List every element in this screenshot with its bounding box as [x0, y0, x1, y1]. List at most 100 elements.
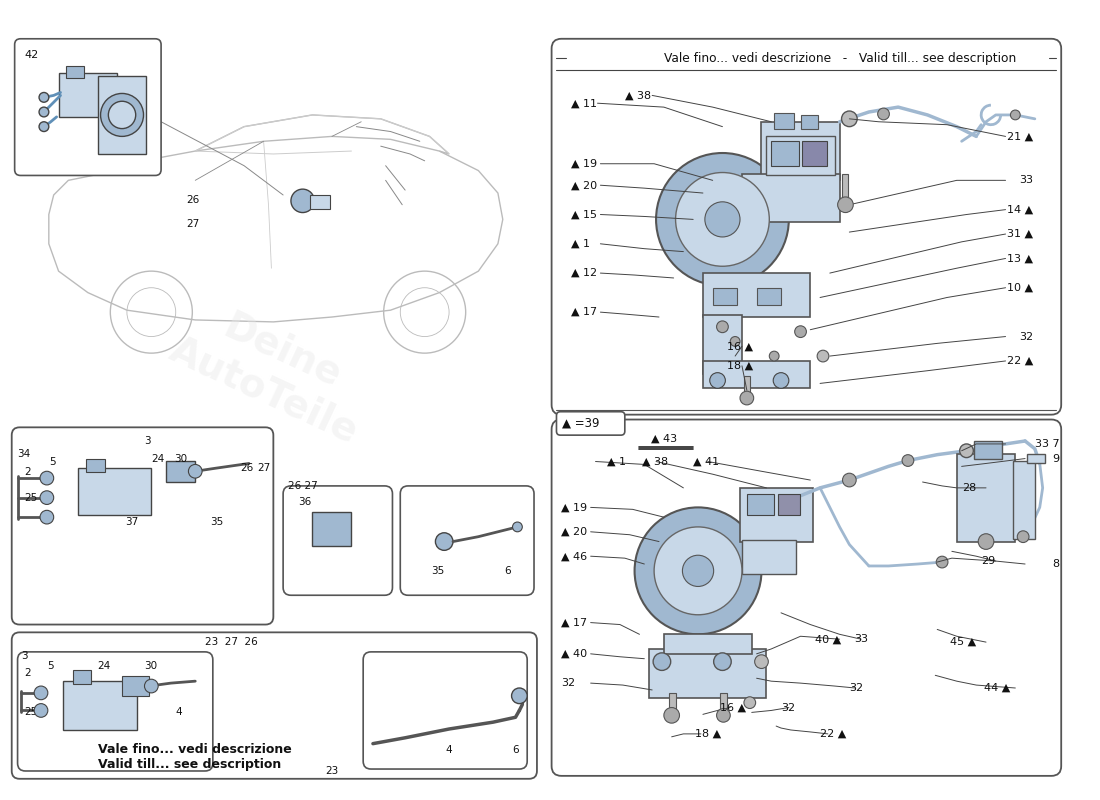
Circle shape — [109, 102, 135, 129]
Text: 27: 27 — [257, 463, 271, 474]
FancyBboxPatch shape — [400, 486, 534, 595]
Circle shape — [755, 655, 768, 669]
FancyBboxPatch shape — [12, 632, 537, 778]
Bar — [803, 142, 827, 166]
Bar — [771, 142, 799, 166]
Text: ▲ 19: ▲ 19 — [561, 502, 587, 512]
Text: ▲ 15: ▲ 15 — [571, 210, 597, 219]
Circle shape — [635, 507, 761, 634]
Text: 32: 32 — [781, 702, 795, 713]
Text: 18 ▲: 18 ▲ — [727, 361, 754, 371]
Text: 16 ▲: 16 ▲ — [727, 342, 754, 351]
Text: 36: 36 — [298, 497, 311, 506]
Circle shape — [842, 111, 857, 126]
Text: 4: 4 — [176, 707, 183, 718]
Text: ▲ 46: ▲ 46 — [561, 551, 587, 562]
Text: 22 ▲: 22 ▲ — [821, 729, 846, 739]
Bar — [747, 494, 774, 515]
Text: 2: 2 — [24, 467, 31, 478]
Circle shape — [837, 197, 854, 213]
Text: 27: 27 — [187, 219, 200, 230]
FancyBboxPatch shape — [14, 38, 161, 175]
Text: 24: 24 — [98, 661, 111, 670]
Bar — [744, 375, 750, 397]
Text: ▲ 20: ▲ 20 — [561, 526, 587, 537]
Circle shape — [34, 704, 47, 718]
Bar — [757, 288, 781, 306]
Text: 24: 24 — [152, 454, 165, 463]
Circle shape — [902, 454, 914, 466]
Text: ▲ 17: ▲ 17 — [561, 618, 587, 627]
Bar — [66, 66, 84, 78]
Bar — [664, 634, 751, 654]
Text: 28: 28 — [962, 483, 977, 493]
Text: 13 ▲: 13 ▲ — [1006, 254, 1033, 263]
Text: 34: 34 — [18, 449, 31, 458]
Bar — [58, 73, 118, 117]
Bar — [713, 288, 737, 306]
Bar — [649, 649, 767, 698]
FancyBboxPatch shape — [551, 38, 1062, 414]
Text: 23: 23 — [326, 766, 339, 776]
Text: ▲ 43: ▲ 43 — [651, 434, 676, 444]
Text: 33: 33 — [1019, 175, 1033, 186]
Text: Deine
AutoTeile: Deine AutoTeile — [164, 290, 383, 451]
Circle shape — [714, 653, 732, 670]
Circle shape — [682, 555, 714, 586]
Text: 16 ▲: 16 ▲ — [720, 702, 747, 713]
Text: 35: 35 — [210, 517, 223, 527]
FancyBboxPatch shape — [283, 486, 393, 595]
Text: 26: 26 — [241, 463, 254, 474]
Bar — [74, 670, 91, 684]
Circle shape — [794, 326, 806, 338]
Circle shape — [705, 202, 740, 237]
Text: 32: 32 — [1019, 331, 1033, 342]
Bar — [778, 494, 800, 515]
Text: ▲ 12: ▲ 12 — [571, 268, 597, 278]
Text: Valid till... see description: Valid till... see description — [98, 758, 280, 770]
Bar — [312, 512, 352, 546]
Bar — [761, 122, 839, 180]
Text: 18 ▲: 18 ▲ — [695, 729, 722, 739]
Circle shape — [188, 465, 202, 478]
Circle shape — [436, 533, 453, 550]
Text: 32: 32 — [561, 678, 575, 688]
Text: ▲ =39: ▲ =39 — [562, 417, 600, 430]
Circle shape — [40, 93, 48, 102]
FancyBboxPatch shape — [363, 652, 527, 769]
Bar — [703, 315, 742, 374]
Bar — [842, 174, 848, 201]
Bar — [742, 174, 839, 222]
Bar — [122, 676, 150, 696]
Text: 45 ▲: 45 ▲ — [950, 637, 977, 647]
Text: 32: 32 — [849, 683, 864, 693]
Circle shape — [40, 471, 54, 485]
Bar — [975, 441, 1002, 458]
Circle shape — [936, 556, 948, 568]
Text: 40 ▲: 40 ▲ — [815, 634, 842, 644]
Circle shape — [769, 351, 779, 361]
Bar — [350, 716, 367, 728]
Circle shape — [817, 350, 829, 362]
Circle shape — [959, 444, 974, 458]
Bar — [767, 137, 835, 175]
Text: 33: 33 — [855, 634, 868, 644]
Text: 5: 5 — [47, 661, 54, 670]
Text: 3: 3 — [22, 650, 29, 661]
Circle shape — [332, 713, 352, 732]
Circle shape — [654, 527, 743, 614]
Text: ▲ 38: ▲ 38 — [625, 90, 651, 101]
Bar — [166, 461, 196, 482]
FancyBboxPatch shape — [557, 412, 625, 435]
Text: 4: 4 — [446, 745, 452, 754]
FancyBboxPatch shape — [12, 427, 274, 625]
Text: 31 ▲: 31 ▲ — [1006, 229, 1033, 239]
Text: Vale fino... vedi descrizione: Vale fino... vedi descrizione — [98, 743, 292, 756]
Circle shape — [656, 153, 789, 286]
Text: 3: 3 — [144, 436, 151, 446]
Text: ▲ 41: ▲ 41 — [693, 457, 719, 466]
Circle shape — [40, 107, 48, 117]
Bar — [86, 458, 106, 472]
Text: Deine
AutoTeile: Deine AutoTeile — [671, 476, 891, 636]
FancyBboxPatch shape — [18, 652, 212, 771]
